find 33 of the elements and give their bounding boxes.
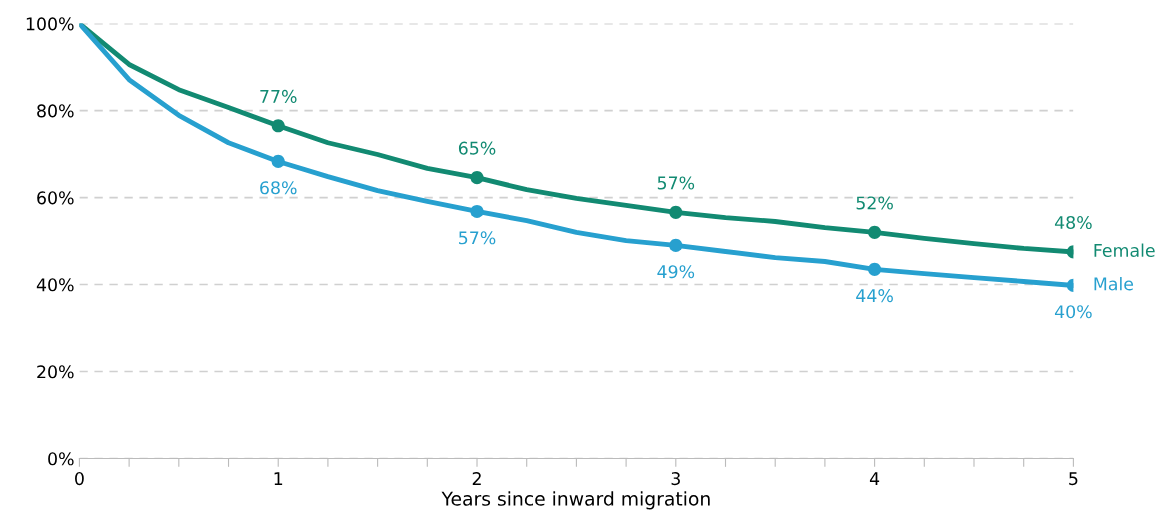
y-tick-label: 0% [48,452,74,466]
x-tick-label: 3 [671,472,680,486]
data-label: 65% [458,141,496,155]
data-label: 77% [260,89,297,103]
point [271,154,285,169]
x-tick-label: 4 [869,472,880,485]
data-label: 68% [260,181,297,195]
data-label: 52% [856,196,893,210]
point [868,225,882,239]
x-tick-label: 0 [75,472,84,486]
point [669,238,683,252]
data-label: 44% [856,289,893,303]
data-label: 57% [657,176,695,190]
series-label: Male [1094,277,1134,291]
y-tick-label: 100% [26,17,74,31]
data-label: 49% [657,265,695,279]
point [669,205,683,219]
y-tick-label: 40% [36,278,74,292]
y-tick-label: 80% [37,104,74,118]
x-tick-label: 1 [274,472,283,485]
point [868,262,882,276]
point [470,170,484,185]
y-tick-label: 60% [37,191,74,205]
y-tick-label: 20% [37,365,74,379]
point [470,204,484,219]
x-axis-title: Years since inward migration [441,491,710,510]
data-label: 57% [459,231,496,245]
x-tick-label: 5 [1069,472,1078,486]
x-tick-label: 2 [472,472,481,485]
point [271,119,285,133]
data-label: 40% [1054,305,1092,319]
series-label: Female [1094,243,1155,257]
data-label: 48% [1054,215,1092,230]
